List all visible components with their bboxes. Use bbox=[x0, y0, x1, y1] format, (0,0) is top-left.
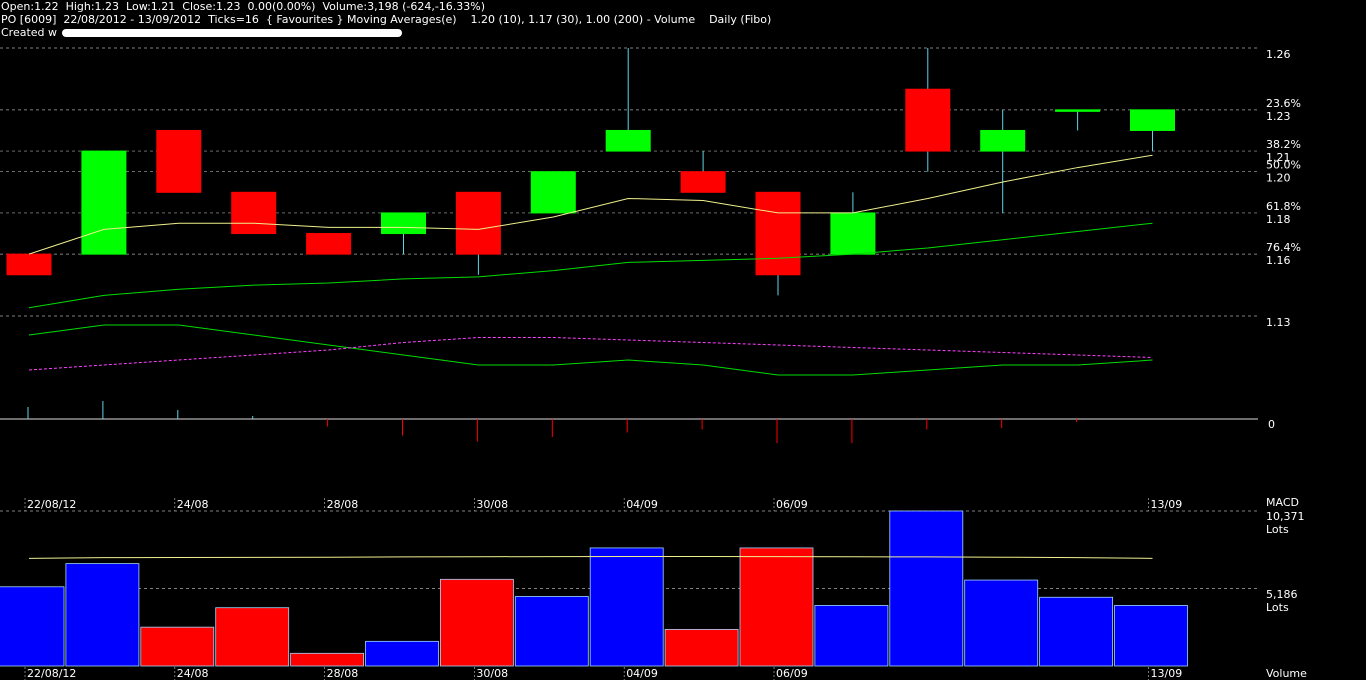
volume-bar[interactable] bbox=[365, 640, 439, 667]
created-with: Created w bbox=[1, 26, 58, 39]
price-tick-label: 1.21 bbox=[1266, 151, 1291, 164]
date-label-top: 06/09 bbox=[776, 498, 808, 511]
volume-bar[interactable] bbox=[589, 547, 664, 667]
candle-body[interactable] bbox=[455, 191, 501, 255]
redaction-bar bbox=[62, 29, 402, 37]
price-tick-label: 1.18 bbox=[1266, 213, 1291, 226]
volume-bar[interactable] bbox=[964, 579, 1039, 667]
price-tick-label: 1.20 bbox=[1266, 172, 1291, 185]
volume-bar[interactable] bbox=[514, 596, 589, 667]
candle-body[interactable] bbox=[605, 129, 651, 152]
candle-body[interactable] bbox=[980, 129, 1026, 152]
volume-bar[interactable] bbox=[739, 547, 814, 667]
candle-body[interactable] bbox=[830, 212, 876, 255]
candle-body[interactable] bbox=[755, 191, 801, 276]
volume-bar[interactable] bbox=[664, 628, 739, 667]
volume-bar[interactable] bbox=[290, 652, 365, 667]
ma-fast-line bbox=[28, 154, 1153, 255]
candle-body[interactable] bbox=[905, 88, 951, 152]
date-label-bottom: 24/08 bbox=[177, 667, 209, 680]
fib-level-label: 38.2% bbox=[1266, 138, 1301, 151]
volume-bar[interactable] bbox=[814, 605, 889, 667]
date-label-bottom: 04/09 bbox=[626, 667, 658, 680]
volume-label: Volume bbox=[1266, 667, 1307, 680]
fib-level-label: 50.0% bbox=[1266, 159, 1301, 172]
volume-bar[interactable] bbox=[1114, 605, 1188, 667]
macd-line bbox=[28, 324, 1153, 376]
volume-bar[interactable] bbox=[0, 586, 65, 667]
date-label-bottom: 28/08 bbox=[327, 667, 359, 680]
volume-bar[interactable] bbox=[65, 563, 140, 667]
date-label-bottom: 30/08 bbox=[476, 667, 508, 680]
date-label-top: 30/08 bbox=[476, 498, 508, 511]
price-tick-label: 1.26 bbox=[1266, 48, 1291, 61]
volume-tick-mid: 5,186 bbox=[1266, 588, 1298, 601]
candle-body[interactable] bbox=[381, 212, 426, 235]
date-label-bottom: 22/08/12 bbox=[27, 667, 76, 680]
macd-signal-line bbox=[28, 337, 1153, 371]
date-label-bottom: 06/09 bbox=[776, 667, 808, 680]
candle-body[interactable] bbox=[81, 150, 127, 255]
candle-body[interactable] bbox=[231, 191, 277, 235]
ohlc-summary: Open:1.22 High:1.23 Low:1.21 Close:1.23 … bbox=[1, 0, 486, 13]
volume-average-line bbox=[28, 555, 1153, 559]
macd-zero-label: 0 bbox=[1268, 418, 1275, 431]
volume-bar[interactable] bbox=[215, 607, 290, 667]
volume-bar[interactable] bbox=[889, 510, 964, 667]
fib-level-label: 23.6% bbox=[1266, 97, 1301, 110]
volume-bar[interactable] bbox=[439, 578, 514, 667]
candle-body[interactable] bbox=[680, 171, 726, 193]
price-tick-label: 1.23 bbox=[1266, 110, 1291, 123]
price-tick-label: 1.13 bbox=[1266, 316, 1291, 329]
volume-unit: Lots bbox=[1266, 601, 1289, 614]
candle-body[interactable] bbox=[1055, 109, 1101, 112]
candle-body[interactable] bbox=[6, 253, 52, 276]
date-label-top: 22/08/12 bbox=[27, 498, 76, 511]
candle-body[interactable] bbox=[1130, 109, 1175, 131]
price-tick-label: 1.16 bbox=[1266, 254, 1291, 267]
volume-bar[interactable] bbox=[1039, 596, 1113, 667]
candle-body[interactable] bbox=[306, 233, 352, 255]
ma-slow-line bbox=[28, 222, 1153, 309]
date-label-top: 24/08 bbox=[177, 498, 209, 511]
volume-unit: Lots bbox=[1266, 523, 1289, 536]
date-label-bottom: 13/09 bbox=[1151, 667, 1183, 680]
volume-tick-top: 10,371 bbox=[1266, 510, 1305, 523]
date-label-top: 28/08 bbox=[327, 498, 359, 511]
chart-info: PO [6009] 22/08/2012 - 13/09/2012 Ticks=… bbox=[1, 13, 772, 26]
fib-level-label: 76.4% bbox=[1266, 241, 1301, 254]
date-label-top: 13/09 bbox=[1151, 498, 1183, 511]
fib-level-label: 61.8% bbox=[1266, 200, 1301, 213]
volume-bar[interactable] bbox=[140, 626, 215, 667]
candle-body[interactable] bbox=[530, 171, 576, 214]
candle-body[interactable] bbox=[156, 129, 202, 193]
macd-label: MACD bbox=[1266, 496, 1299, 509]
date-label-top: 04/09 bbox=[626, 498, 658, 511]
